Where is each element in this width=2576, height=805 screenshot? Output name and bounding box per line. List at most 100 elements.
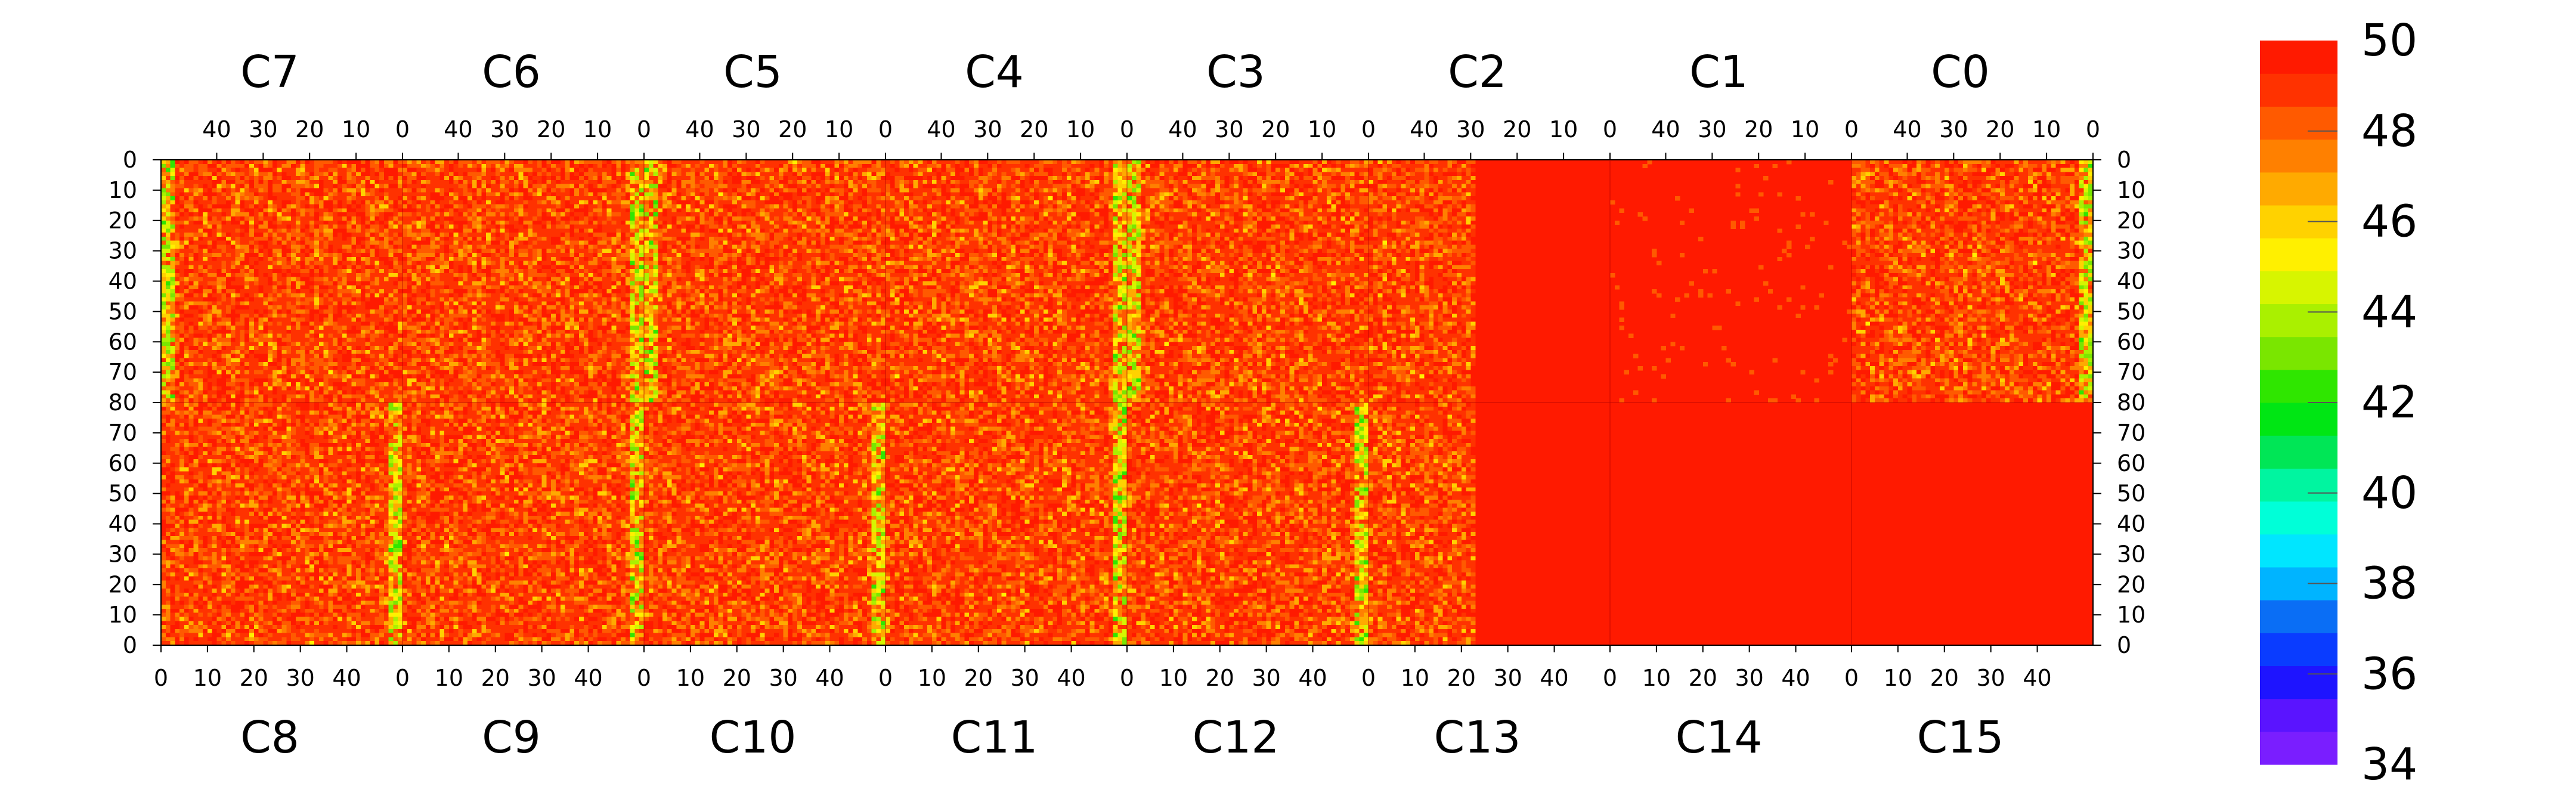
heatmap-cell — [212, 382, 217, 386]
heatmap-cell — [208, 414, 212, 419]
heatmap-cell — [226, 168, 231, 172]
heatmap-cell — [231, 318, 236, 322]
heatmap-cell — [189, 374, 194, 379]
heatmap-cell — [161, 479, 166, 484]
heatmap-cell — [379, 370, 384, 374]
heatmap-cell — [379, 435, 384, 439]
heatmap-cell — [208, 443, 212, 447]
heatmap-cell — [254, 479, 259, 484]
heatmap-cell — [333, 378, 338, 382]
heatmap-cell — [184, 184, 189, 188]
heatmap-cell — [286, 342, 291, 346]
heatmap-cell — [314, 443, 319, 447]
heatmap-cell — [175, 487, 179, 491]
heatmap-cell — [301, 471, 305, 475]
heatmap-cell — [379, 285, 384, 289]
heatmap-cell — [282, 188, 287, 192]
heatmap-cell — [221, 241, 226, 245]
heatmap-cell — [221, 471, 226, 475]
heatmap-cell — [286, 192, 291, 196]
heatmap-cell — [179, 277, 184, 281]
heatmap-cell — [226, 188, 231, 192]
heatmap-cell — [333, 402, 338, 407]
heatmap-cell — [282, 196, 287, 200]
heatmap-cell — [208, 253, 212, 257]
heatmap-cell — [370, 414, 374, 419]
heatmap-cell — [240, 346, 244, 350]
heatmap-cell — [370, 407, 374, 411]
heatmap-cell — [226, 277, 231, 281]
heatmap-cell — [361, 326, 366, 330]
heatmap-cell — [286, 180, 291, 184]
heatmap-cell — [175, 188, 179, 192]
heatmap-cell — [277, 350, 282, 354]
heatmap-cell — [333, 233, 338, 237]
heatmap-cell — [221, 338, 226, 342]
heatmap-cell — [216, 281, 221, 286]
heatmap-cell — [347, 216, 352, 221]
heatmap-cell — [305, 172, 309, 176]
heatmap-cell — [240, 354, 244, 358]
heatmap-cell — [389, 350, 394, 354]
heatmap-cell — [296, 407, 301, 411]
heatmap-cell — [203, 241, 208, 245]
heatmap-cell — [236, 419, 240, 423]
heatmap-cell — [226, 321, 231, 326]
heatmap-cell — [263, 233, 268, 237]
heatmap-cell — [244, 471, 249, 475]
heatmap-cell — [291, 293, 296, 298]
heatmap-cell — [328, 241, 333, 245]
heatmap-cell — [240, 265, 244, 269]
heatmap-cell — [198, 314, 203, 318]
heatmap-cell — [226, 249, 231, 253]
heatmap-cell — [240, 500, 244, 504]
heatmap-cell — [203, 382, 208, 386]
heatmap-cell — [184, 439, 189, 443]
heatmap-cell — [338, 233, 342, 237]
heatmap-cell — [216, 479, 221, 484]
heatmap-cell — [347, 305, 352, 309]
heatmap-cell — [374, 435, 379, 439]
heatmap-cell — [379, 241, 384, 245]
heatmap-cell — [291, 289, 296, 293]
heatmap-cell — [175, 244, 179, 249]
heatmap-cell — [216, 334, 221, 338]
heatmap-cell — [342, 391, 347, 395]
heatmap-cell — [356, 330, 361, 334]
heatmap-cell — [338, 338, 342, 342]
heatmap-cell — [273, 487, 277, 491]
heatmap-cell — [161, 208, 166, 212]
heatmap-cell — [301, 354, 305, 358]
heatmap-cell — [208, 180, 212, 184]
heatmap-cell — [221, 265, 226, 269]
heatmap-cell — [263, 244, 268, 249]
heatmap-cell — [389, 471, 394, 475]
heatmap-cell — [309, 463, 314, 467]
heatmap-cell — [179, 350, 184, 354]
heatmap-cell — [244, 370, 249, 374]
heatmap-cell — [333, 188, 338, 192]
heatmap-cell — [338, 447, 342, 451]
heatmap-cell — [338, 439, 342, 443]
heatmap-cell — [361, 188, 366, 192]
heatmap-cell — [342, 244, 347, 249]
heatmap-cell — [198, 394, 203, 398]
heatmap-cell — [189, 330, 194, 334]
heatmap-cell — [328, 269, 333, 273]
heatmap-cell — [179, 273, 184, 277]
heatmap-cell — [208, 289, 212, 293]
heatmap-cell — [314, 172, 319, 176]
heatmap-cell — [356, 443, 361, 447]
heatmap-cell — [342, 443, 347, 447]
heatmap-cell — [208, 475, 212, 479]
heatmap-cell — [198, 386, 203, 391]
heatmap-cell — [240, 391, 244, 395]
heatmap-cell — [171, 496, 175, 500]
heatmap-cell — [324, 496, 329, 500]
heatmap-cell — [249, 164, 254, 168]
heatmap-cell — [171, 439, 175, 443]
heatmap-cell — [236, 342, 240, 346]
heatmap-cell — [244, 459, 249, 463]
heatmap-cell — [171, 366, 175, 370]
heatmap-cell — [328, 435, 333, 439]
